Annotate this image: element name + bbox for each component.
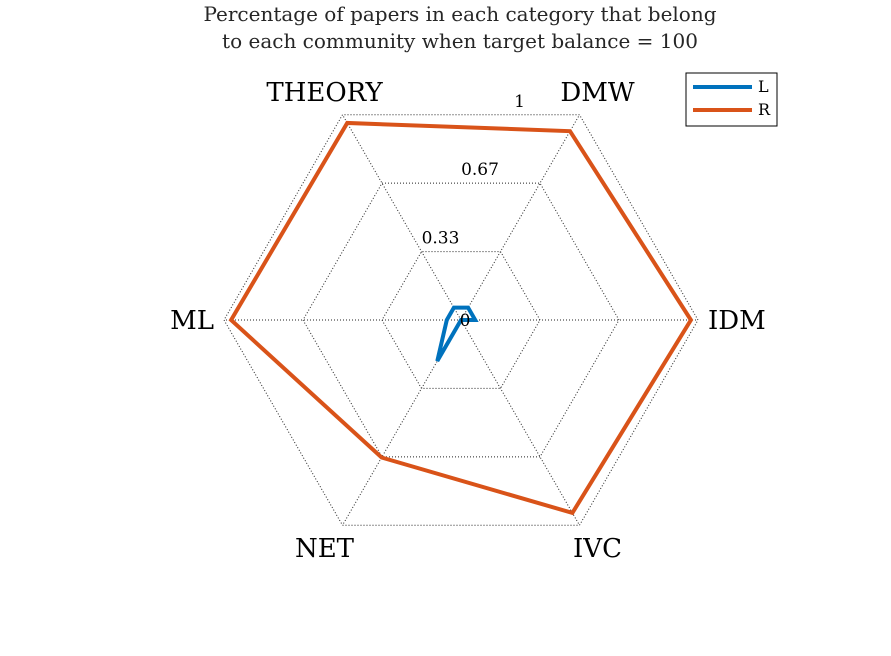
category-label-dmw: DMW xyxy=(560,78,634,108)
legend: LR xyxy=(685,72,778,127)
grid-ring-2 xyxy=(302,182,620,458)
grid-spoke xyxy=(460,114,580,321)
chart-title-line-2: to each community when target balance = … xyxy=(222,29,698,53)
tick-label: 1 xyxy=(514,92,525,112)
grid-spoke xyxy=(342,114,462,321)
tick-label: 0.67 xyxy=(461,160,499,180)
radar-labels: 0 0.33 0.67 1 IDM DMW THEORY ML NET IVC xyxy=(170,78,766,564)
chart-title-line-1: Percentage of papers in each category th… xyxy=(203,2,717,26)
legend-label-R: R xyxy=(758,100,771,119)
category-label-net: NET xyxy=(295,534,355,564)
radar-series xyxy=(228,120,694,516)
grid-ring-3 xyxy=(223,114,699,526)
series-R-line xyxy=(228,120,694,516)
tick-label: 0.33 xyxy=(422,229,460,249)
category-label-theory: THEORY xyxy=(266,78,383,108)
grid-spoke xyxy=(460,319,580,526)
series-L-line xyxy=(435,305,479,363)
category-label-ivc: IVC xyxy=(573,534,622,564)
legend-box xyxy=(685,72,778,127)
category-label-idm: IDM xyxy=(708,306,766,336)
category-label-ml: ML xyxy=(170,306,214,336)
legend-label-L: L xyxy=(758,77,769,96)
tick-label: 0 xyxy=(460,311,471,331)
